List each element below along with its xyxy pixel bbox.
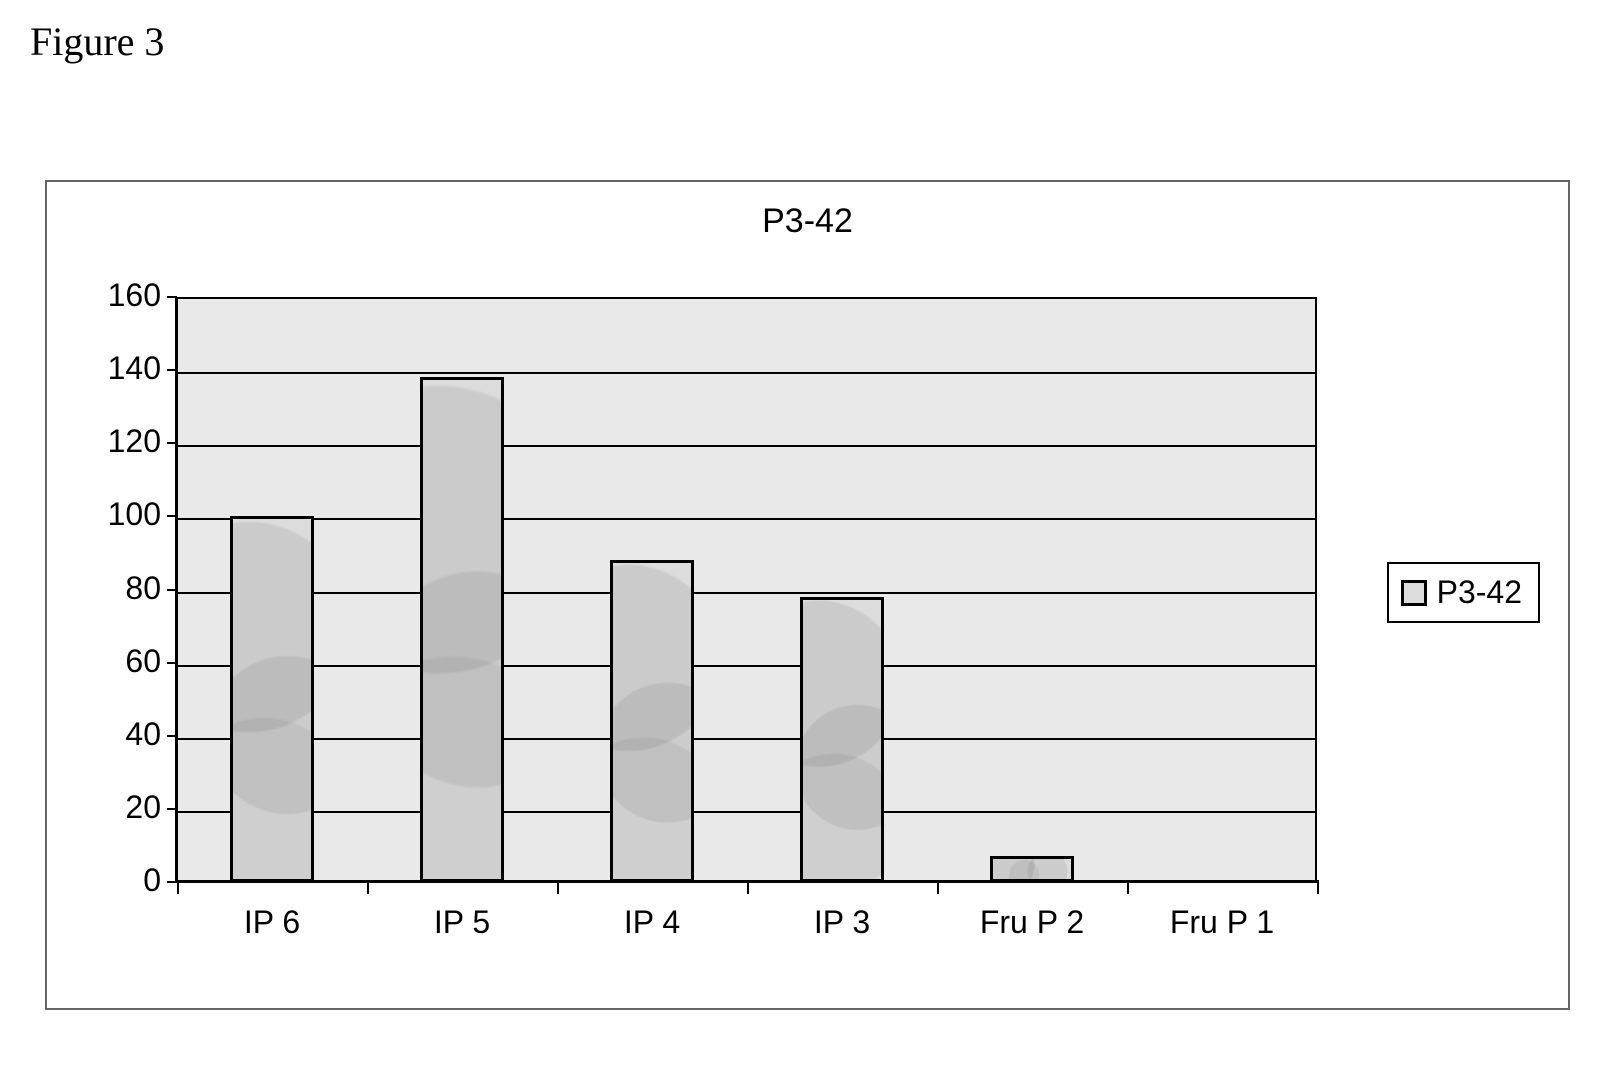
y-tick-mark (167, 735, 177, 737)
x-tick-mark (177, 882, 179, 894)
x-tick-mark (937, 882, 939, 894)
gridline (177, 811, 1315, 813)
chart-title: P3-42 (47, 202, 1568, 241)
y-tick-mark (167, 442, 177, 444)
y-tick-label: 80 (61, 570, 161, 607)
x-tick-mark (1127, 882, 1129, 894)
x-tick-label: IP 3 (762, 904, 922, 941)
figure-caption: Figure 3 (30, 18, 164, 65)
bar (420, 377, 504, 882)
y-tick-mark (167, 589, 177, 591)
page: Figure 3 P3-42 0 20 40 60 80 100 120 140 160 IP … (0, 0, 1621, 1075)
y-tick-mark (167, 808, 177, 810)
gridline (177, 665, 1315, 667)
x-tick-mark (1317, 882, 1319, 894)
y-tick-label: 120 (61, 423, 161, 460)
x-tick-label: Fru P 1 (1142, 904, 1302, 941)
bar (800, 597, 884, 882)
y-tick-label: 60 (61, 643, 161, 680)
gridline (177, 738, 1315, 740)
y-tick-label: 20 (61, 789, 161, 826)
y-tick-label: 40 (61, 716, 161, 753)
x-tick-mark (747, 882, 749, 894)
y-tick-mark (167, 369, 177, 371)
chart-container: P3-42 0 20 40 60 80 100 120 140 160 IP 6 IP 5 IP 4… (45, 180, 1570, 1010)
x-tick-label: IP 4 (572, 904, 732, 941)
y-tick-mark (167, 881, 177, 883)
plot-area (177, 297, 1317, 882)
y-tick-label: 0 (61, 862, 161, 899)
gridline (177, 372, 1315, 374)
y-tick-label: 100 (61, 496, 161, 533)
gridline (177, 518, 1315, 520)
x-tick-mark (367, 882, 369, 894)
legend: P3-42 (1387, 562, 1540, 623)
x-tick-mark (557, 882, 559, 894)
bar (230, 516, 314, 882)
y-tick-mark (167, 296, 177, 298)
y-tick-mark (167, 515, 177, 517)
bar (610, 560, 694, 882)
gridline (177, 445, 1315, 447)
bar (990, 856, 1074, 882)
y-tick-mark (167, 662, 177, 664)
x-tick-label: IP 5 (382, 904, 542, 941)
legend-label: P3-42 (1437, 574, 1522, 611)
y-tick-label: 140 (61, 350, 161, 387)
legend-swatch-icon (1401, 580, 1427, 606)
x-tick-label: IP 6 (192, 904, 352, 941)
gridline (177, 592, 1315, 594)
y-tick-label: 160 (61, 277, 161, 314)
x-tick-label: Fru P 2 (952, 904, 1112, 941)
